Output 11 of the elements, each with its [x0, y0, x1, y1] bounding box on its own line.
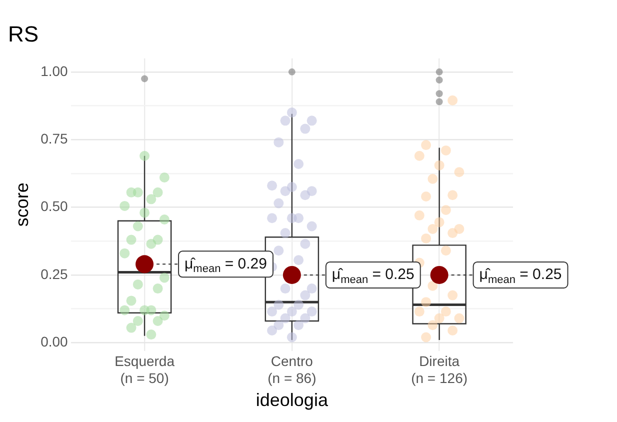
y-axis-title: score [12, 182, 32, 227]
y-tick-label: 1.00 [40, 62, 68, 79]
chart-title: RS [8, 21, 39, 46]
x-axis-title: ideologia [256, 390, 329, 410]
x-tick-label: Esquerda (n = 50) [114, 353, 175, 386]
y-tick-label: 0.25 [40, 266, 68, 282]
y-tick-label: 0.00 [40, 334, 68, 350]
x-tick-label: Direita (n = 126) [411, 353, 468, 386]
y-tick-label: 0.75 [40, 130, 68, 146]
y-tick-label: 0.50 [40, 198, 68, 214]
x-tick-label: Centro (n = 86) [268, 353, 316, 386]
